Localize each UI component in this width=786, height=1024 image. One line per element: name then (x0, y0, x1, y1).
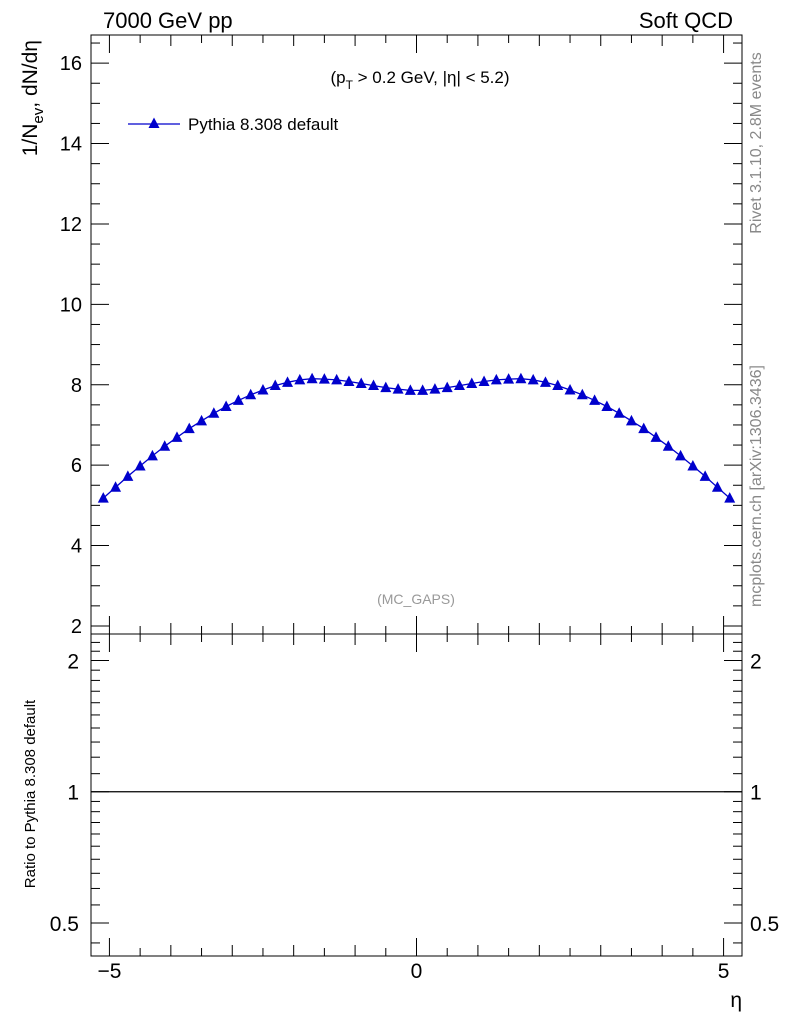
rivet-label: Rivet 3.1.10, 2.8M events (748, 52, 765, 233)
ratio-frame (90, 633, 743, 957)
series-line (102, 378, 731, 499)
data-point-marker (380, 381, 392, 393)
data-point-marker (453, 379, 465, 391)
data-point-marker (441, 381, 453, 393)
data-point-marker (269, 379, 281, 391)
x-tick-label: −5 (97, 960, 121, 983)
data-point-marker (699, 470, 711, 481)
data-point-marker (625, 414, 637, 426)
data-point-marker (576, 388, 588, 400)
data-point-marker (527, 373, 539, 385)
legend-triangle-marker (148, 117, 160, 128)
data-point-marker (196, 414, 208, 426)
ratio-y-tick-label-left: 0.5 (50, 913, 79, 936)
data-point-marker (638, 422, 650, 434)
data-point-marker (306, 372, 318, 384)
analysis-watermark: (MC_GAPS) (377, 591, 455, 607)
data-point-marker (552, 379, 564, 391)
data-point-marker (245, 388, 257, 400)
data-point-marker (490, 373, 502, 385)
x-tick-label: 0 (411, 960, 423, 983)
data-point-marker (601, 400, 613, 411)
data-point-marker (711, 481, 723, 492)
data-point-marker (724, 492, 736, 503)
y-tick-label: 16 (60, 53, 82, 75)
ratio-panel: 0.5 0.5 1 1 2 2 Ratio to Pythia 8.308 default… (22, 633, 779, 1012)
data-point-marker (294, 373, 306, 385)
data-point-marker (613, 407, 625, 418)
data-point-marker (331, 373, 343, 385)
data-point-marker (675, 449, 687, 461)
cut-annotation: (pT > 0.2 GeV, |η| < 5.2) (330, 68, 509, 92)
data-point-marker (515, 372, 527, 384)
x-tick-label: 5 (718, 960, 730, 983)
data-point-marker (539, 376, 551, 387)
data-point-marker (404, 384, 416, 395)
y-tick-label: 12 (60, 214, 82, 236)
mcplots-label: mcplots.cern.ch [arXiv:1306.3436] (748, 365, 765, 607)
data-point-marker (232, 394, 244, 405)
data-point-marker (650, 431, 662, 442)
main-ylabel: 1/Nev, dN/dη (19, 40, 47, 156)
legend: Pythia 8.308 default (128, 115, 339, 134)
data-point-marker (171, 431, 183, 442)
data-point-marker (220, 400, 232, 411)
ratio-ticks: 0.5 0.5 1 1 2 2 (50, 634, 779, 956)
ratio-y-tick-label-right: 1 (750, 782, 762, 805)
y-tick-label: 10 (60, 294, 82, 316)
data-point-marker (122, 470, 134, 481)
x-tick-labels: −5 0 5 (97, 960, 729, 983)
y-tick-label: 2 (71, 616, 82, 638)
data-point-marker (159, 440, 171, 451)
data-point-marker (257, 383, 269, 395)
main-panel: 2 4 6 8 10 12 14 16 1/Nev, dN/dη (pT > 0.2 GeV,… (19, 34, 743, 638)
main-ticks: 2 4 6 8 10 12 14 16 (60, 35, 742, 638)
data-point-marker (183, 422, 195, 434)
ratio-ylabel: Ratio to Pythia 8.308 default (22, 699, 39, 888)
ratio-y-tick-label-left: 1 (67, 782, 79, 805)
data-point-marker (589, 394, 601, 405)
data-point-marker (134, 459, 146, 471)
data-point-marker (110, 481, 122, 492)
data-point-marker (429, 383, 441, 394)
data-point-marker (564, 383, 576, 395)
data-point-marker (282, 376, 294, 387)
legend-label: Pythia 8.308 default (188, 115, 339, 134)
data-point-marker (146, 449, 158, 461)
ratio-y-tick-label-right: 2 (750, 650, 762, 673)
data-point-marker (355, 377, 367, 389)
data-point-marker (417, 384, 429, 395)
data-point-marker (97, 492, 109, 503)
data-point-marker (466, 377, 478, 389)
y-tick-label: 6 (71, 455, 82, 477)
main-series (97, 372, 736, 503)
data-point-marker (478, 375, 490, 387)
data-point-marker (318, 373, 330, 384)
data-point-marker (208, 407, 220, 418)
data-point-marker (392, 383, 404, 394)
x-axis-label: η (730, 989, 742, 1012)
data-point-marker (368, 379, 380, 391)
header-right: Soft QCD (639, 8, 733, 33)
ratio-y-tick-label-right: 0.5 (750, 913, 779, 936)
y-tick-label: 8 (71, 375, 82, 397)
ratio-y-tick-label-left: 2 (67, 650, 79, 673)
data-point-marker (343, 375, 355, 387)
data-point-marker (662, 440, 674, 451)
header-left: 7000 GeV pp (103, 8, 233, 33)
y-tick-label: 14 (60, 134, 82, 156)
data-point-marker (503, 373, 515, 384)
y-tick-label: 4 (71, 536, 82, 558)
data-point-marker (687, 459, 699, 471)
